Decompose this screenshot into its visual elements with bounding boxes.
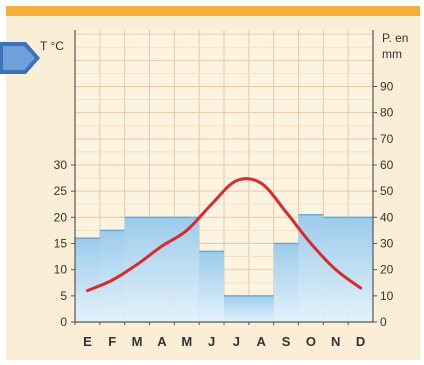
precipitation-bar	[199, 251, 224, 322]
month-label: M	[181, 334, 192, 349]
month-label: J	[208, 334, 215, 349]
precipitation-bar	[248, 295, 274, 322]
month-label: O	[306, 334, 316, 349]
temperature-tick-label: 5	[60, 289, 67, 303]
precipitation-tick-label: 60	[380, 158, 394, 172]
month-label: E	[83, 334, 92, 349]
month-label: N	[331, 334, 340, 349]
precipitation-tick-label: 40	[380, 210, 394, 224]
precipitation-bar	[348, 217, 373, 322]
temperature-axis-label: T °C	[40, 39, 64, 53]
temperature-tick-label: 0	[60, 315, 67, 329]
precipitation-bar	[75, 238, 100, 322]
precipitation-tick-label: 30	[380, 237, 394, 251]
precipitation-tick-label: 50	[380, 184, 394, 198]
precipitation-bar	[149, 217, 175, 322]
precipitation-bar	[273, 243, 299, 322]
precipitation-tick-label: 90	[380, 80, 394, 94]
temperature-tick-label: 20	[54, 210, 68, 224]
month-label: F	[108, 334, 116, 349]
precipitation-bar	[174, 217, 200, 322]
temperature-tick-label: 10	[54, 263, 68, 277]
month-label: M	[132, 334, 143, 349]
month-label: D	[356, 334, 365, 349]
precipitation-axis-label-line2: mm	[382, 47, 402, 61]
temperature-tick-label: 25	[54, 184, 68, 198]
temperature-tick-label: 30	[54, 158, 68, 172]
month-label: S	[282, 334, 291, 349]
header-band	[6, 6, 420, 16]
precipitation-tick-label: 10	[380, 289, 394, 303]
month-label: A	[257, 334, 267, 349]
month-label: A	[157, 334, 167, 349]
precipitation-tick-label: 80	[380, 106, 394, 120]
month-label: J	[233, 334, 240, 349]
precipitation-axis-label-line1: P. en	[382, 31, 408, 45]
precipitation-bar	[224, 295, 249, 322]
temperature-line	[85, 177, 363, 293]
precipitation-tick-label: 20	[380, 263, 394, 277]
arrow-icon	[0, 42, 40, 74]
temperature-tick-label: 15	[54, 237, 68, 251]
precipitation-bars	[75, 213, 373, 322]
precipitation-tick-label: 0	[380, 315, 387, 329]
precipitation-tick-label: 70	[380, 132, 394, 146]
temperature-line-group	[85, 177, 363, 293]
